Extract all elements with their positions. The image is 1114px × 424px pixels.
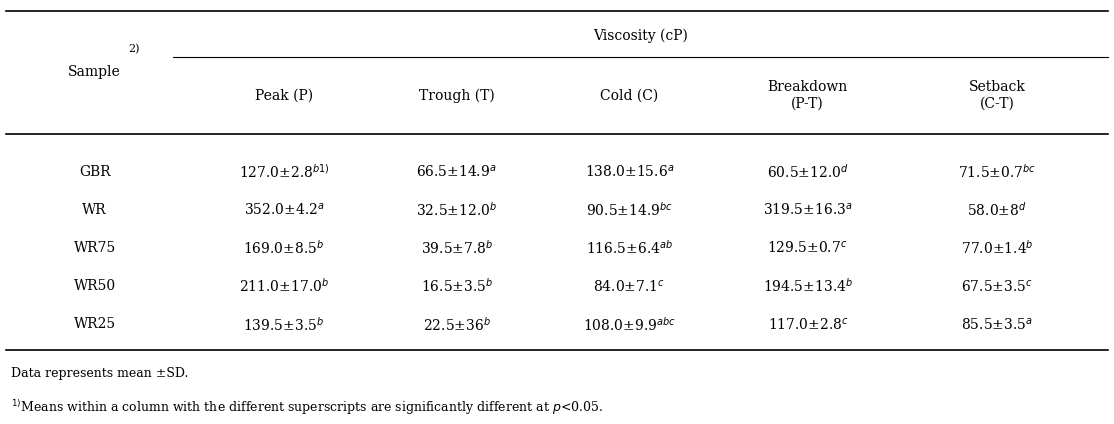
Text: WR75: WR75 <box>74 241 116 255</box>
Text: 129.5±0.7$^{c}$: 129.5±0.7$^{c}$ <box>768 240 848 256</box>
Text: 60.5±12.0$^{d}$: 60.5±12.0$^{d}$ <box>766 163 849 181</box>
Text: 58.0±8$^{d}$: 58.0±8$^{d}$ <box>967 201 1027 219</box>
Text: 138.0±15.6$^{a}$: 138.0±15.6$^{a}$ <box>585 164 674 180</box>
Text: Cold (C): Cold (C) <box>600 88 658 103</box>
Text: 117.0±2.8$^{c}$: 117.0±2.8$^{c}$ <box>768 316 848 332</box>
Text: 169.0±8.5$^{b}$: 169.0±8.5$^{b}$ <box>244 239 324 257</box>
Text: 127.0±2.8$^{b1)}$: 127.0±2.8$^{b1)}$ <box>238 163 330 181</box>
Text: Peak (P): Peak (P) <box>255 88 313 103</box>
Text: WR50: WR50 <box>74 279 116 293</box>
Text: 2): 2) <box>128 44 139 54</box>
Text: 77.0±1.4$^{b}$: 77.0±1.4$^{b}$ <box>960 239 1034 257</box>
Text: 84.0±7.1$^{c}$: 84.0±7.1$^{c}$ <box>594 278 665 294</box>
Text: 22.5±36$^{b}$: 22.5±36$^{b}$ <box>422 315 491 333</box>
Text: 67.5±3.5$^{c}$: 67.5±3.5$^{c}$ <box>961 278 1033 294</box>
Text: Breakdown
(P-T): Breakdown (P-T) <box>768 80 848 111</box>
Text: 194.5±13.4$^{b}$: 194.5±13.4$^{b}$ <box>763 277 852 295</box>
Text: 39.5±7.8$^{b}$: 39.5±7.8$^{b}$ <box>421 239 492 257</box>
Text: 16.5±3.5$^{b}$: 16.5±3.5$^{b}$ <box>420 277 494 295</box>
Text: 211.0±17.0$^{b}$: 211.0±17.0$^{b}$ <box>240 277 329 295</box>
Text: Setback
(C-T): Setback (C-T) <box>968 80 1026 111</box>
Text: WR25: WR25 <box>74 317 116 332</box>
Text: WR: WR <box>82 203 107 217</box>
Text: 85.5±3.5$^{a}$: 85.5±3.5$^{a}$ <box>961 316 1033 332</box>
Text: Sample: Sample <box>68 65 121 79</box>
Text: Trough (T): Trough (T) <box>419 88 495 103</box>
Text: 71.5±0.7$^{bc}$: 71.5±0.7$^{bc}$ <box>958 163 1036 181</box>
Text: 116.5±6.4$^{ab}$: 116.5±6.4$^{ab}$ <box>586 239 673 257</box>
Text: Viscosity (cP): Viscosity (cP) <box>593 29 688 43</box>
Text: Data represents mean ±SD.: Data represents mean ±SD. <box>11 367 188 380</box>
Text: 66.5±14.9$^{a}$: 66.5±14.9$^{a}$ <box>417 164 497 180</box>
Text: 90.5±14.9$^{bc}$: 90.5±14.9$^{bc}$ <box>586 201 673 219</box>
Text: 319.5±16.3$^{a}$: 319.5±16.3$^{a}$ <box>763 202 852 218</box>
Text: $^{1)}$Means within a column with the different superscripts are significantly d: $^{1)}$Means within a column with the di… <box>11 399 603 418</box>
Text: 108.0±9.9$^{abc}$: 108.0±9.9$^{abc}$ <box>583 315 676 333</box>
Text: GBR: GBR <box>79 165 110 179</box>
Text: 139.5±3.5$^{b}$: 139.5±3.5$^{b}$ <box>244 315 324 333</box>
Text: 32.5±12.0$^{b}$: 32.5±12.0$^{b}$ <box>417 201 497 219</box>
Text: 352.0±4.2$^{a}$: 352.0±4.2$^{a}$ <box>244 202 324 218</box>
